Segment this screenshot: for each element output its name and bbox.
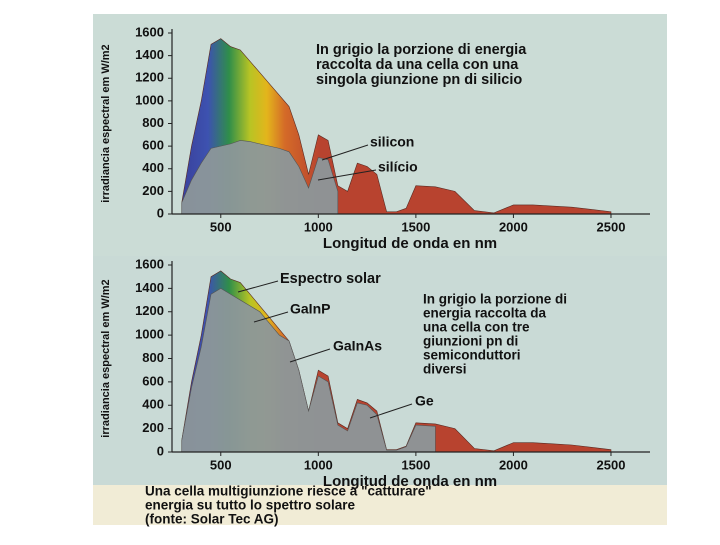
y-tick-label: 0	[157, 205, 164, 220]
y-axis-title: irradiancia espectral em W/m2	[100, 279, 112, 437]
y-tick-label: 600	[142, 138, 164, 153]
x-axis-title: Longitud de onda en nm	[323, 473, 497, 490]
annotation: GaInAs	[333, 338, 382, 354]
y-tick-label: 800	[142, 115, 164, 130]
leader-line	[237, 280, 279, 293]
x-tick-label: 2500	[597, 219, 626, 234]
leader-line	[369, 403, 413, 419]
x-tick-label: 1000	[304, 219, 333, 234]
y-tick-label: 1200	[135, 303, 164, 318]
y-tick-label: 1000	[135, 92, 164, 107]
chart: 0 200 400 600 800 1000 1200 1400 1600 500 1000 1500…	[100, 256, 650, 490]
x-tick-label: 2000	[499, 457, 528, 472]
y-tick-label: 1200	[135, 70, 164, 85]
y-tick-label: 1600	[135, 256, 164, 271]
chart: 0 200 400 600 800 1000 1200 1400 1600 500 1000 1500…	[100, 24, 650, 252]
leader-line	[289, 348, 331, 363]
caption: Una cella multigiunzione riesce a "cattu…	[145, 484, 432, 527]
annotation: raccolta da una cella con una	[316, 57, 519, 73]
annotation: In grigio la porzione di energia	[316, 42, 527, 58]
x-axis-title: Longitud de onda en nm	[323, 235, 497, 252]
x-tick-label: 1500	[401, 457, 430, 472]
x-tick-label: 500	[210, 219, 232, 234]
x-tick-label: 2500	[597, 457, 626, 472]
y-tick-label: 400	[142, 397, 164, 412]
y-tick-label: 1000	[135, 327, 164, 342]
y-tick-label: 200	[142, 183, 164, 198]
annotation: In grigio la porzione di	[423, 292, 567, 307]
y-tick-label: 1600	[135, 24, 164, 39]
caption-line: (fonte: Solar Tec AG)	[145, 512, 279, 527]
x-tick-label: 1000	[304, 457, 333, 472]
x-tick-label: 1500	[401, 219, 430, 234]
annotation: singola giunzione pn di silicio	[316, 72, 522, 88]
y-tick-label: 1400	[135, 280, 164, 295]
annotation: una cella con tre	[423, 320, 530, 335]
annotation: energia raccolta da	[423, 306, 547, 321]
y-tick-label: 0	[157, 443, 164, 458]
leader-line	[253, 311, 289, 323]
collected-area	[181, 140, 339, 215]
annotation: semiconduttori	[423, 348, 521, 363]
y-tick-label: 200	[142, 420, 164, 435]
x-tick-label: 500	[210, 457, 232, 472]
y-tick-label: 1400	[135, 47, 164, 62]
caption-line: energia su tutto lo spettro solare	[145, 498, 356, 513]
annotation: giunzioni pn di	[423, 334, 518, 349]
collected-area	[181, 288, 436, 453]
annotation: silicon	[370, 134, 414, 150]
y-axis-title: irradiancia espectral em W/m2	[100, 44, 112, 202]
caption-panel	[93, 485, 667, 525]
caption-line: Una cella multigiunzione riesce a "cattu…	[145, 484, 432, 499]
annotation: Ge	[415, 393, 434, 409]
panel-top	[93, 14, 667, 256]
annotation: Espectro solar	[280, 271, 381, 287]
annotation: GaInP	[290, 301, 330, 317]
leader-line	[321, 144, 369, 161]
x-tick-label: 2000	[499, 219, 528, 234]
leader-line	[317, 169, 377, 181]
y-tick-label: 400	[142, 160, 164, 175]
y-tick-label: 800	[142, 350, 164, 365]
y-tick-label: 600	[142, 373, 164, 388]
annotation: silício	[378, 159, 418, 175]
annotation: diversi	[423, 362, 467, 377]
